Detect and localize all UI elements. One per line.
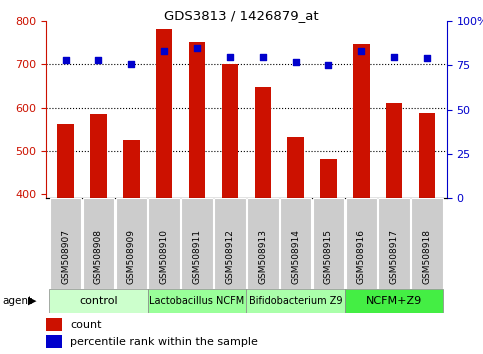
- Point: [193, 45, 201, 51]
- Bar: [57, 124, 74, 198]
- Bar: [247, 198, 279, 289]
- Bar: [181, 198, 213, 289]
- Text: control: control: [79, 296, 118, 306]
- Bar: [90, 114, 107, 198]
- Bar: [280, 198, 312, 289]
- Point: [325, 63, 332, 68]
- Bar: [156, 29, 172, 198]
- Bar: [255, 87, 271, 198]
- Bar: [222, 64, 238, 198]
- Text: count: count: [70, 320, 101, 330]
- Point: [390, 54, 398, 59]
- Text: GSM508908: GSM508908: [94, 229, 103, 284]
- Bar: [313, 198, 344, 289]
- Bar: [46, 318, 62, 331]
- Bar: [378, 198, 410, 289]
- Text: ▶: ▶: [28, 296, 37, 306]
- Point: [226, 54, 234, 59]
- Text: GSM508914: GSM508914: [291, 229, 300, 284]
- Text: GSM508918: GSM508918: [423, 229, 431, 284]
- Text: GSM508915: GSM508915: [324, 229, 333, 284]
- Point: [62, 57, 70, 63]
- Text: Bifidobacterium Z9: Bifidobacterium Z9: [249, 296, 342, 306]
- Point: [357, 48, 365, 54]
- Point: [259, 54, 267, 59]
- Text: GSM508913: GSM508913: [258, 229, 267, 284]
- Text: Lactobacillus NCFM: Lactobacillus NCFM: [149, 296, 245, 306]
- Bar: [246, 289, 345, 313]
- Bar: [287, 137, 304, 198]
- Bar: [345, 289, 443, 313]
- Point: [292, 59, 299, 65]
- Bar: [46, 335, 62, 348]
- Bar: [50, 198, 81, 289]
- Point: [160, 48, 168, 54]
- Text: GSM508911: GSM508911: [193, 229, 201, 284]
- Bar: [148, 198, 180, 289]
- Text: NCFM+Z9: NCFM+Z9: [366, 296, 422, 306]
- Bar: [49, 289, 148, 313]
- Bar: [83, 198, 114, 289]
- Text: GDS3813 / 1426879_at: GDS3813 / 1426879_at: [164, 9, 319, 22]
- Point: [423, 56, 431, 61]
- Bar: [386, 103, 402, 198]
- Bar: [115, 198, 147, 289]
- Bar: [148, 289, 246, 313]
- Text: GSM508909: GSM508909: [127, 229, 136, 284]
- Bar: [123, 140, 140, 198]
- Bar: [320, 159, 337, 198]
- Bar: [353, 44, 369, 198]
- Text: GSM508910: GSM508910: [160, 229, 169, 284]
- Bar: [189, 42, 205, 198]
- Bar: [345, 198, 377, 289]
- Bar: [214, 198, 246, 289]
- Bar: [419, 113, 435, 198]
- Point: [95, 57, 102, 63]
- Text: GSM508917: GSM508917: [390, 229, 398, 284]
- Point: [128, 61, 135, 67]
- Text: GSM508916: GSM508916: [357, 229, 366, 284]
- Text: percentile rank within the sample: percentile rank within the sample: [70, 337, 258, 347]
- Text: GSM508907: GSM508907: [61, 229, 70, 284]
- Text: agent: agent: [2, 296, 32, 306]
- Bar: [412, 198, 443, 289]
- Text: GSM508912: GSM508912: [226, 229, 234, 284]
